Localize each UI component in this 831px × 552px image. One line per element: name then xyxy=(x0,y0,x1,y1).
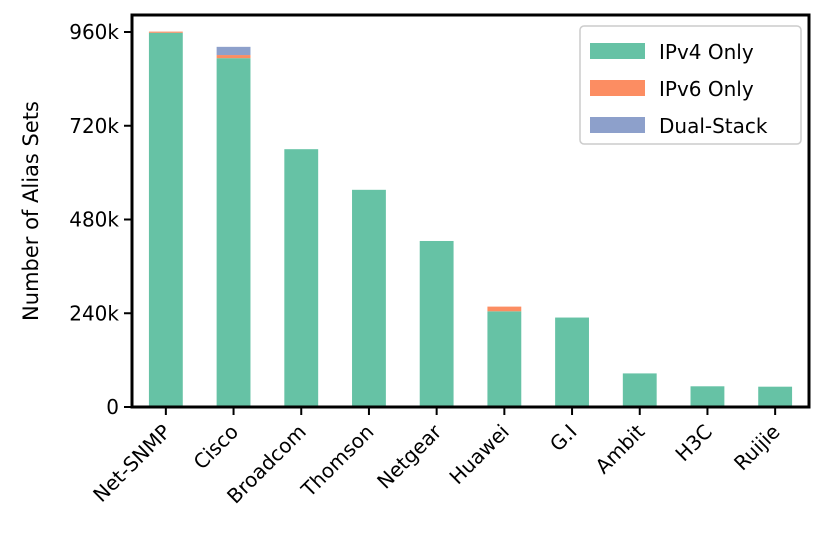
bars-group xyxy=(148,31,793,407)
x-tick-label: Net-SNMP xyxy=(88,420,175,507)
x-tick-label: Huawei xyxy=(444,420,513,489)
y-tick-label: 0 xyxy=(106,395,119,419)
x-tick-label: Thomson xyxy=(296,420,379,503)
bar-ruijie-ipv4-only xyxy=(758,386,793,407)
legend-swatch xyxy=(590,117,645,133)
axes-frame xyxy=(130,13,811,409)
bar-huawei-ipv6-only xyxy=(487,306,522,312)
x-tick-label: G.I xyxy=(545,420,582,457)
bar-g-i-ipv4-only xyxy=(555,317,589,407)
x-axis: Net-SNMP CiscoBroadcomThomsonNetgearHuawe… xyxy=(88,407,785,508)
bar-net-snmp-ipv6-only xyxy=(148,31,183,33)
x-tick-label: Cisco xyxy=(189,420,244,475)
bar-net-snmp-ipv4-only xyxy=(148,32,183,407)
y-tick-label: 480k xyxy=(69,208,119,232)
bar-ambit-ipv4-only xyxy=(622,373,657,407)
bar-cisco-ipv4-only xyxy=(216,58,251,407)
legend-label: Dual-Stack xyxy=(659,114,768,138)
x-tick-label: H3C xyxy=(671,420,717,466)
bar-huawei-ipv4-only xyxy=(487,311,522,407)
x-tick-label: Ambit xyxy=(590,419,649,478)
legend-swatch xyxy=(590,43,645,59)
bar-h3c-ipv4-only xyxy=(690,386,725,407)
bar-cisco-dual-stack xyxy=(216,46,251,56)
y-axis-label: Number of Alias Sets xyxy=(19,101,43,321)
legend-swatch xyxy=(590,80,645,96)
bar-netgear-ipv4-only xyxy=(419,240,454,407)
y-axis: 0 240k 480k 720k 960k xyxy=(69,20,132,419)
legend-label: IPv6 Only xyxy=(659,77,754,101)
y-tick-label: 240k xyxy=(69,301,119,325)
y-tick-label: 720k xyxy=(69,114,119,138)
legend: IPv4 Only IPv6 Only Dual-Stack xyxy=(579,25,802,145)
bar-thomson-ipv4-only xyxy=(352,189,386,407)
x-tick-label: Netgear xyxy=(372,419,447,494)
bar-broadcom-ipv4-only xyxy=(284,149,319,407)
bar-cisco-ipv6-only xyxy=(216,55,251,59)
x-tick-label: Ruijie xyxy=(729,420,785,476)
y-tick-label: 960k xyxy=(69,20,119,44)
legend-label: IPv4 Only xyxy=(659,40,754,64)
